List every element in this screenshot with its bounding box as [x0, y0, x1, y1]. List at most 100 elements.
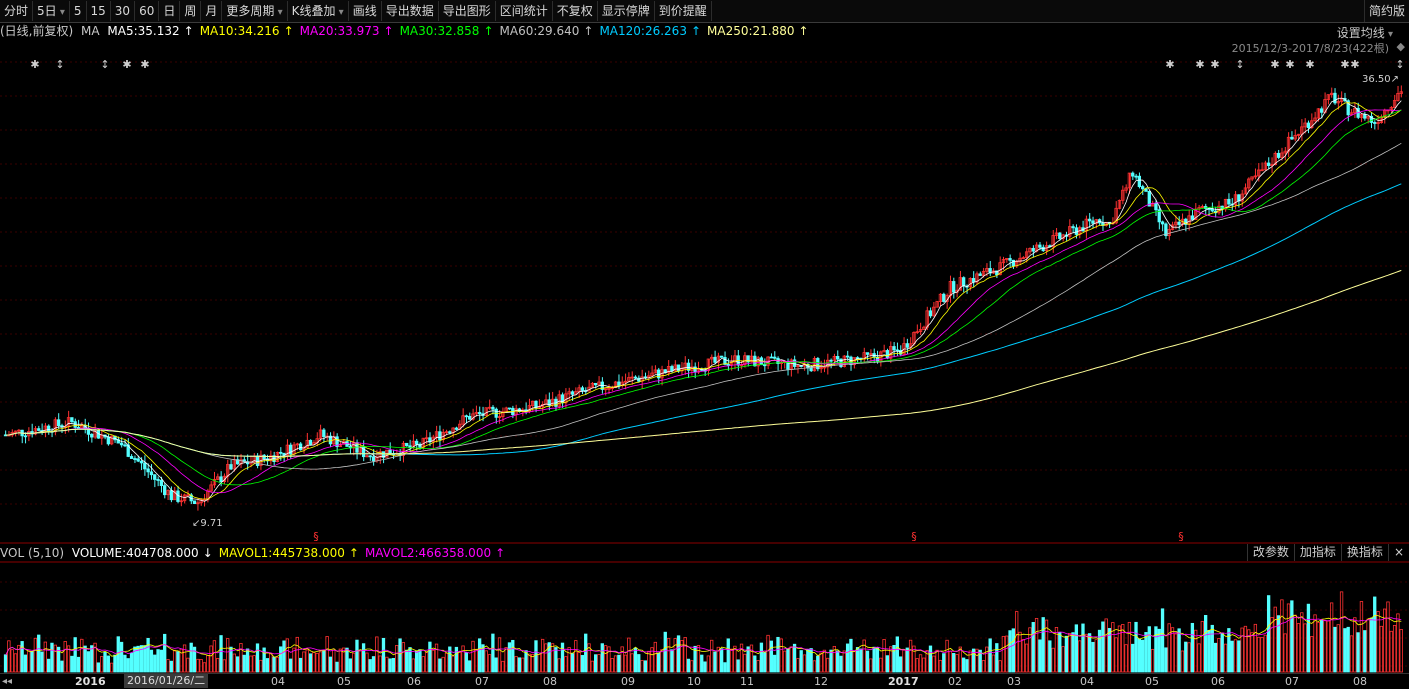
toolbar-item-12[interactable]: 导出数据	[382, 1, 439, 21]
volume-bar	[710, 639, 714, 673]
volume-bar	[50, 642, 54, 673]
ma-arrow-icon: ↑	[798, 24, 809, 38]
volume-bar	[564, 656, 568, 673]
volume-bar	[766, 634, 770, 673]
candle-body	[1114, 207, 1118, 224]
scroll-left-icon[interactable]: ◂◂	[2, 676, 13, 687]
ma-item-1: MA10:34.216	[199, 24, 280, 38]
candle-body	[580, 387, 585, 391]
toolbar-item-0[interactable]: 分时	[0, 1, 34, 21]
volume-bar	[289, 658, 293, 673]
volume-bar	[550, 643, 555, 673]
volume-bar	[1376, 611, 1380, 673]
toolbar-item-16[interactable]: 显示停牌	[598, 1, 655, 21]
candle-body	[1091, 220, 1095, 224]
candle-body	[119, 442, 124, 446]
volume-bar	[746, 646, 750, 673]
volume-bar	[534, 640, 538, 673]
toolbar-item-6[interactable]: 日	[159, 1, 181, 21]
volume-bar	[965, 659, 969, 673]
volume-bar	[1303, 623, 1307, 673]
volume-bar	[567, 647, 571, 673]
candle-body	[1240, 193, 1244, 202]
candle-body	[129, 456, 134, 459]
candle-body	[405, 442, 409, 447]
toolbar-item-10[interactable]: K线叠加	[288, 1, 349, 21]
volume-bar	[468, 660, 472, 673]
toolbar-item-2[interactable]: 5	[70, 1, 87, 21]
candle-body	[932, 306, 936, 317]
volume-bar	[1263, 634, 1267, 673]
candle-body	[1200, 206, 1204, 209]
volume-bar	[308, 653, 313, 673]
toolbar-item-14[interactable]: 区间统计	[496, 1, 553, 21]
volume-bar	[1104, 618, 1108, 673]
event-arrow-icon: ↕	[100, 58, 109, 71]
toolbar-item-11[interactable]: 画线	[349, 1, 382, 21]
volume-bar	[703, 661, 707, 673]
volume-bar	[192, 646, 197, 673]
volume-button-2[interactable]: 换指标	[1340, 544, 1388, 561]
candle-body	[335, 436, 339, 448]
volume-bar	[1207, 630, 1211, 673]
candle-body	[998, 262, 1002, 276]
event-arrow-icon: ↕	[1235, 58, 1244, 71]
toolbar-item-1[interactable]: 5日	[33, 1, 70, 21]
volume-bar	[3, 654, 8, 673]
event-star-icon: ✱	[140, 58, 149, 71]
toolbar-item-9[interactable]: 更多周期	[222, 1, 288, 21]
vol-arrow-icon: ↑	[495, 546, 506, 560]
volume-bar	[56, 646, 61, 673]
volume-bar	[1320, 620, 1324, 673]
volume-bar	[209, 645, 213, 673]
volume-bar	[753, 655, 757, 673]
volume-button-0[interactable]: 改参数	[1246, 544, 1294, 561]
volume-bar	[20, 641, 24, 673]
volume-bar	[597, 654, 601, 673]
volume-bar	[385, 656, 389, 673]
volume-bar	[643, 660, 648, 673]
volume-bar	[912, 645, 916, 673]
volume-bar	[123, 654, 127, 673]
volume-bar	[769, 640, 774, 673]
volume-bar	[1190, 622, 1195, 673]
toolbar-item-17[interactable]: 到价提醒	[655, 1, 712, 21]
volume-bar	[66, 645, 71, 673]
volume-bar	[524, 650, 528, 673]
pin-icon[interactable]: ◆	[1396, 40, 1405, 53]
volume-button-3[interactable]: ×	[1387, 544, 1409, 561]
volume-bar	[1091, 641, 1095, 673]
toolbar-item-3[interactable]: 15	[87, 1, 111, 21]
volume-bar	[189, 642, 193, 673]
candle-body	[1134, 175, 1138, 178]
ma-label: MA	[81, 24, 100, 38]
simple-mode-button[interactable]: 简约版	[1363, 0, 1409, 22]
toolbar-item-7[interactable]: 周	[180, 1, 202, 21]
volume-bar	[849, 638, 853, 673]
ma-settings-dropdown[interactable]: 设置均线	[1337, 24, 1393, 41]
mavol-line	[5, 614, 1402, 658]
volume-bar	[898, 656, 903, 673]
volume-bar	[527, 653, 532, 673]
toolbar-item-15[interactable]: 不复权	[553, 1, 598, 21]
candle-body	[507, 407, 512, 410]
volume-bar	[673, 638, 677, 673]
kline-chart[interactable]: ✱ ↕ ↕ ✱ ✱ ✱ ✱ ✱ ↕ ✱ ✱ ✱ ✱ ✱ ↕§ § §36.50↗↙9.71	[0, 22, 1409, 673]
candle-body	[875, 356, 880, 362]
candle-body	[123, 444, 127, 447]
toolbar-item-5[interactable]: 60	[135, 1, 160, 21]
candle-body	[13, 430, 18, 433]
volume-bar	[1094, 639, 1098, 673]
time-axis-label: 07	[1285, 675, 1299, 688]
volume-bar	[408, 647, 412, 673]
volume-button-1[interactable]: 加指标	[1293, 544, 1341, 561]
volume-bar	[109, 662, 114, 673]
toolbar-item-4[interactable]: 30	[111, 1, 136, 21]
volume-bar	[580, 655, 585, 673]
candle-body	[574, 391, 578, 395]
candle-body	[149, 471, 154, 476]
toolbar-item-8[interactable]: 月	[201, 1, 223, 21]
volume-bar	[1250, 632, 1254, 673]
volume-bar	[1058, 631, 1062, 673]
toolbar-item-13[interactable]: 导出图形	[439, 1, 496, 21]
